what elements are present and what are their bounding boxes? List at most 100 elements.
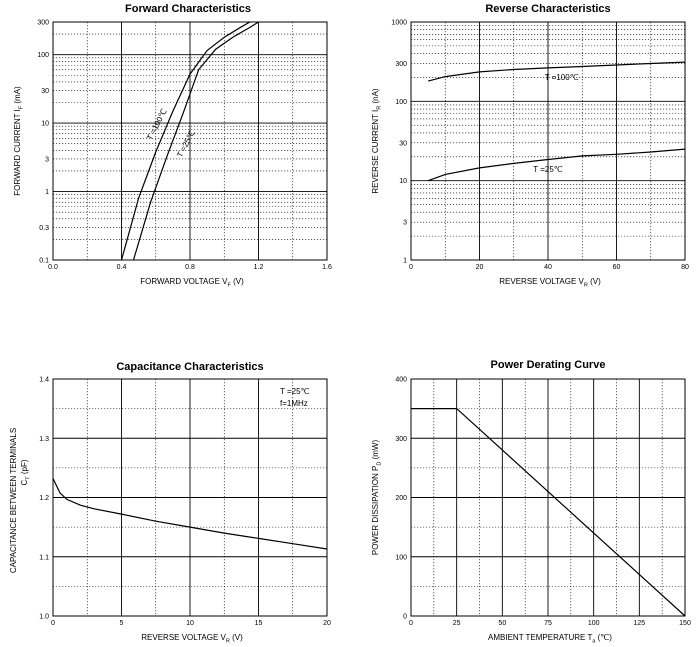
y-tick-label: 200 (395, 495, 407, 502)
x-axis-label-sub: R (226, 639, 230, 645)
x-axis-label-text: FORWARD VOLTAGE V (140, 277, 228, 286)
chart-2: 0 20 40 60 80 1 3 10 30 100 300 1000 Reverse Charact… (371, 3, 689, 289)
x-axis-label-unit: (V) (588, 277, 601, 286)
y-tick-label: 0 (403, 614, 407, 621)
x-axis-label: FORWARD VOLTAGE VF (V) (140, 277, 244, 289)
x-tick-label: 125 (633, 620, 645, 627)
plot-frame (52, 21, 328, 261)
y-tick-label: 10 (399, 178, 407, 185)
x-tick-label: 0.8 (185, 264, 195, 271)
x-tick-label: 20 (323, 620, 331, 627)
y-tick-label: 100 (37, 52, 49, 59)
y-tick-label: 30 (41, 88, 49, 95)
plot-frame (52, 378, 328, 617)
x-tick-label: 5 (120, 620, 124, 627)
y-axis-label-2: CT (pF) (20, 459, 32, 485)
chart-4: 0 25 50 75 100 125 150 0 100 200 300 400 Power Derat… (371, 359, 691, 645)
series-line-1 (411, 408, 686, 617)
x-axis-label: AMBIENT TEMPERATURE Ta (℃) (488, 633, 612, 645)
y-tick-label: 30 (399, 140, 407, 147)
y-axis-label-2-text: C (20, 480, 29, 486)
x-tick-label: 100 (588, 620, 600, 627)
y-tick-label: 300 (395, 61, 407, 68)
x-tick-label: 60 (613, 264, 621, 271)
y-tick-label: 1.1 (39, 554, 49, 561)
x-tick-label: 0.0 (48, 264, 58, 271)
y-tick-label: 100 (395, 554, 407, 561)
x-tick-label: 80 (681, 264, 689, 271)
chart-title: Forward Characteristics (125, 3, 251, 15)
chart-1: 0.0 0.4 0.8 1.2 1.6 0.1 0.3 1 3 10 30 100 300 Forward… (13, 3, 332, 289)
x-axis-label-unit: (V) (230, 633, 243, 642)
y-axis-label-2-unit: (pF) (20, 459, 29, 476)
series-line-1 (427, 61, 686, 82)
x-tick-label: 0 (409, 620, 413, 627)
x-tick-label: 40 (544, 264, 552, 271)
x-tick-label: 1.2 (254, 264, 264, 271)
y-tick-label: 3 (403, 220, 407, 227)
y-tick-label: 0.3 (39, 225, 49, 232)
series-line-2 (132, 21, 259, 261)
y-tick-label: 400 (395, 377, 407, 384)
y-axis-label-unit: (nA) (371, 88, 380, 106)
y-axis-label-sub: F (19, 105, 25, 109)
series-label: T =100℃ (145, 107, 169, 141)
x-axis-label-text: REVERSE VOLTAGE V (499, 277, 584, 286)
y-axis-label-text: POWER DISSIPATION P (371, 466, 380, 556)
chart-title: Power Derating Curve (491, 359, 606, 371)
plot-frame (410, 21, 686, 261)
x-axis-label-sub: R (584, 283, 588, 289)
y-axis-label-2-sub: T (26, 476, 32, 480)
plot-frame (410, 378, 686, 617)
y-tick-label: 1.0 (39, 614, 49, 621)
y-tick-label: 300 (37, 20, 49, 27)
y-axis-label: REVERSE CURRENT IR (nA) (371, 88, 383, 194)
y-tick-label: 0.1 (39, 258, 49, 265)
y-tick-label: 1.3 (39, 436, 49, 443)
chart-title: Capacitance Characteristics (116, 361, 263, 373)
y-axis-label: FORWARD CURRENT IF (mA) (13, 86, 25, 196)
x-tick-label: 10 (186, 620, 194, 627)
x-axis-label: REVERSE VOLTAGE VR (V) (141, 633, 243, 645)
chart-3: 0 5 10 15 20 1.0 1.1 1.2 1.3 1.4 Capacitance Chara… (9, 361, 331, 645)
y-axis-label-text: FORWARD CURRENT I (13, 109, 22, 196)
y-tick-label: 300 (395, 436, 407, 443)
y-tick-label: 100 (395, 99, 407, 106)
x-tick-label: 1.6 (322, 264, 332, 271)
y-tick-label: 3 (45, 156, 49, 163)
y-tick-label: 1000 (391, 20, 407, 27)
y-tick-label: 1 (403, 258, 407, 265)
annotation-text: T =25℃ (280, 387, 310, 396)
x-axis-label-unit: (℃) (595, 633, 612, 642)
y-axis-label: CAPACITANCE BETWEEN TERMINALS (9, 428, 18, 573)
x-axis-label-unit: (V) (231, 277, 244, 286)
y-axis-label-unit: (mA) (13, 86, 22, 106)
y-axis-label-unit: (mW) (371, 440, 380, 462)
x-tick-label: 15 (255, 620, 263, 627)
annotation-text: f=1MHz (280, 399, 308, 408)
y-axis-label: POWER DISSIPATION PD (mW) (371, 440, 383, 556)
y-axis-label-sub: R (377, 106, 383, 110)
x-axis-label-text: AMBIENT TEMPERATURE T (488, 633, 592, 642)
x-axis-label-sub: a (592, 639, 596, 645)
x-tick-label: 25 (453, 620, 461, 627)
x-axis-label-sub: F (228, 283, 232, 289)
y-tick-label: 1.2 (39, 495, 49, 502)
series-label: T =25℃ (175, 129, 197, 159)
x-tick-label: 0 (409, 264, 413, 271)
y-axis-label-sub: D (377, 462, 383, 466)
x-axis-label: REVERSE VOLTAGE VR (V) (499, 277, 601, 289)
series-label: T =25℃ (533, 165, 563, 174)
x-tick-label: 150 (679, 620, 691, 627)
series-line-1 (52, 478, 328, 550)
x-tick-label: 0 (51, 620, 55, 627)
chart-title: Reverse Characteristics (485, 3, 610, 15)
y-tick-label: 1.4 (39, 377, 49, 384)
y-axis-label-text: REVERSE CURRENT I (371, 110, 380, 194)
series-line-2 (427, 148, 686, 182)
x-tick-label: 0.4 (117, 264, 127, 271)
x-tick-label: 75 (544, 620, 552, 627)
x-tick-label: 50 (498, 620, 506, 627)
x-tick-label: 20 (476, 264, 484, 271)
